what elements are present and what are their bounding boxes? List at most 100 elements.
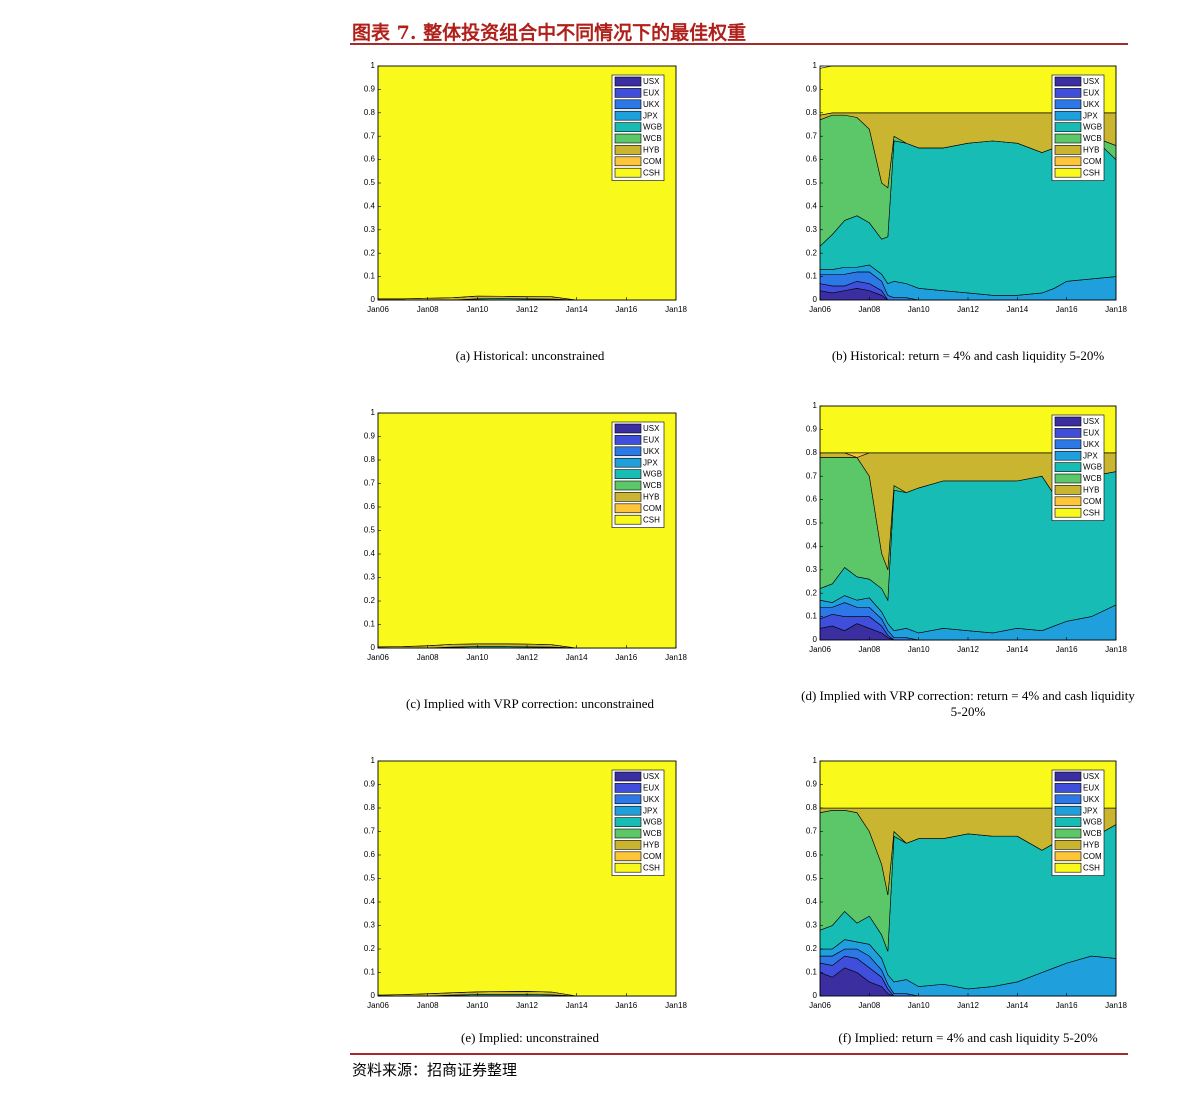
x-tick-label: Jan14 xyxy=(1006,305,1028,314)
x-tick-label: Jan12 xyxy=(957,305,979,314)
x-tick-label: Jan16 xyxy=(1056,1001,1078,1010)
chart-caption: (f) Implied: return = 4% and cash liquid… xyxy=(838,1030,1098,1045)
x-tick-label: Jan12 xyxy=(516,1001,538,1010)
legend-swatch xyxy=(614,862,642,873)
legend-label: UKX xyxy=(1083,440,1100,449)
legend-swatch xyxy=(614,783,642,793)
y-tick-label: 0.9 xyxy=(364,85,376,94)
x-tick-label: Jan10 xyxy=(908,645,930,654)
x-tick-label: Jan12 xyxy=(516,653,538,662)
y-tick-label: 0 xyxy=(371,991,376,1000)
legend-swatch xyxy=(1054,485,1082,495)
legend-swatch xyxy=(614,99,642,110)
legend-swatch xyxy=(1054,805,1082,816)
y-tick-label: 0.3 xyxy=(364,225,376,234)
y-tick-label: 0.6 xyxy=(364,155,376,164)
x-tick-label: Jan14 xyxy=(1006,645,1028,654)
legend-label: COM xyxy=(643,157,662,166)
y-tick-label: 0.6 xyxy=(806,850,818,859)
y-tick-label: 0.6 xyxy=(806,155,818,164)
legend-label: HYB xyxy=(1083,486,1099,495)
legend-label: JPX xyxy=(1083,806,1098,815)
legend-swatch xyxy=(614,457,642,468)
legend-swatch xyxy=(1054,828,1082,839)
y-tick-label: 0.9 xyxy=(806,425,818,434)
legend-label: UKX xyxy=(1083,795,1100,804)
y-tick-label: 0.8 xyxy=(806,108,818,117)
y-tick-label: 0.5 xyxy=(364,526,376,535)
x-tick-label: Jan12 xyxy=(516,305,538,314)
x-tick-label: Jan12 xyxy=(957,1001,979,1010)
legend-swatch xyxy=(1054,156,1082,167)
y-tick-label: 0.7 xyxy=(364,479,376,488)
legend-label: UKX xyxy=(1083,100,1100,109)
x-tick-label: Jan06 xyxy=(809,305,831,314)
legend-swatch xyxy=(614,133,642,144)
legend-label: USX xyxy=(643,77,660,86)
y-tick-label: 0.2 xyxy=(806,944,818,953)
x-tick-label: Jan14 xyxy=(566,305,588,314)
x-tick-label: Jan10 xyxy=(908,1001,930,1010)
y-tick-label: 0.1 xyxy=(806,272,818,281)
legend-swatch xyxy=(1054,99,1082,110)
legend-label: CSH xyxy=(1083,508,1100,517)
y-tick-label: 0.1 xyxy=(364,620,376,629)
y-tick-label: 0.6 xyxy=(806,495,818,504)
figure-title: 图表 7. 整体投资组合中不同情况下的最佳权重 xyxy=(352,22,747,44)
x-tick-label: Jan18 xyxy=(665,1001,687,1010)
legend-label: UKX xyxy=(643,100,660,109)
y-tick-label: 0 xyxy=(813,295,818,304)
x-tick-label: Jan10 xyxy=(466,305,488,314)
y-tick-label: 1 xyxy=(813,61,818,70)
y-tick-label: 0.5 xyxy=(806,178,818,187)
legend-swatch xyxy=(1054,771,1082,782)
x-tick-label: Jan10 xyxy=(908,305,930,314)
y-tick-label: 0.7 xyxy=(806,827,818,836)
legend-swatch xyxy=(1054,122,1082,132)
x-tick-label: Jan16 xyxy=(1056,645,1078,654)
x-tick-label: Jan16 xyxy=(615,305,637,314)
legend-label: COM xyxy=(1083,852,1102,861)
legend-swatch xyxy=(1054,416,1082,427)
legend-label: UKX xyxy=(643,795,660,804)
x-tick-label: Jan18 xyxy=(665,305,687,314)
legend-swatch xyxy=(614,469,642,479)
legend-label: EUX xyxy=(643,436,660,445)
y-tick-label: 0 xyxy=(371,295,376,304)
legend-label: CSH xyxy=(1083,863,1100,872)
y-tick-label: 0.7 xyxy=(806,471,818,480)
y-tick-label: 0.3 xyxy=(806,225,818,234)
legend-label: HYB xyxy=(1083,146,1099,155)
legend-swatch xyxy=(614,514,642,525)
y-tick-label: 0.9 xyxy=(364,432,376,441)
y-tick-label: 0.1 xyxy=(364,968,376,977)
legend-label: CSH xyxy=(643,515,660,524)
y-tick-label: 0.3 xyxy=(806,921,818,930)
x-tick-label: Jan06 xyxy=(367,305,389,314)
legend-swatch xyxy=(614,122,642,132)
y-tick-label: 0.1 xyxy=(364,272,376,281)
y-tick-label: 0.7 xyxy=(806,131,818,140)
legend-label: WCB xyxy=(1083,829,1102,838)
y-tick-label: 0.1 xyxy=(806,612,818,621)
legend-label: WCB xyxy=(1083,134,1102,143)
legend-swatch xyxy=(614,446,642,457)
chart-caption: (b) Historical: return = 4% and cash liq… xyxy=(831,348,1105,363)
y-tick-label: 0.9 xyxy=(806,85,818,94)
source-rule xyxy=(350,1053,1128,1055)
legend-swatch xyxy=(1054,817,1082,827)
legend-swatch xyxy=(1054,851,1082,862)
x-tick-label: Jan16 xyxy=(615,653,637,662)
legend-swatch xyxy=(1054,145,1082,155)
y-tick-label: 0.1 xyxy=(806,968,818,977)
y-tick-label: 0.3 xyxy=(364,921,376,930)
legend-label: COM xyxy=(1083,157,1102,166)
x-tick-label: Jan08 xyxy=(417,653,439,662)
legend-label: EUX xyxy=(1083,89,1100,98)
y-tick-label: 0.8 xyxy=(806,803,818,812)
x-tick-label: Jan08 xyxy=(858,645,880,654)
x-tick-label: Jan14 xyxy=(1006,1001,1028,1010)
y-tick-label: 0 xyxy=(813,635,818,644)
legend-swatch xyxy=(614,88,642,98)
